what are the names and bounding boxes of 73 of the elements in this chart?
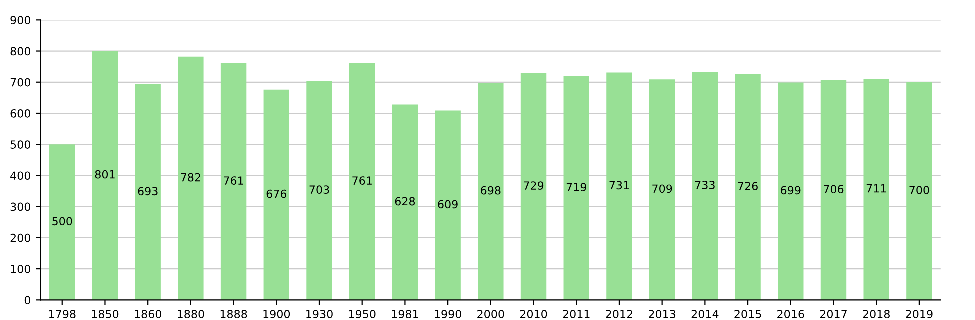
data-label: 676 bbox=[266, 190, 287, 198]
x-tick-label: 2013 bbox=[649, 310, 676, 318]
data-label: 706 bbox=[824, 185, 844, 194]
bar bbox=[92, 50, 118, 300]
y-tick-label: 700 bbox=[10, 78, 30, 87]
data-label: 609 bbox=[438, 200, 458, 209]
data-label: 700 bbox=[910, 186, 930, 194]
y-tick-label: 600 bbox=[10, 109, 30, 118]
data-label: 733 bbox=[695, 180, 715, 190]
bar bbox=[220, 63, 247, 300]
bar bbox=[349, 63, 376, 300]
bar bbox=[649, 80, 676, 300]
x-tick-label: 2011 bbox=[563, 310, 590, 318]
y-tick-label: 0 bbox=[24, 296, 30, 305]
data-label: 699 bbox=[781, 186, 801, 195]
x-tick-label: 1981 bbox=[392, 310, 418, 318]
data-label: 782 bbox=[181, 173, 200, 182]
x-tick-label: 1888 bbox=[220, 310, 248, 318]
x-tick-label: 2000 bbox=[478, 310, 504, 318]
bar bbox=[606, 72, 632, 300]
bar bbox=[692, 72, 718, 300]
data-label: 801 bbox=[95, 170, 115, 179]
data-label: 719 bbox=[566, 183, 586, 192]
data-label: 628 bbox=[395, 197, 416, 206]
x-tick-label: 2014 bbox=[692, 310, 719, 318]
bar bbox=[178, 56, 204, 300]
data-label: 761 bbox=[352, 176, 372, 186]
y-tick-label: 200 bbox=[10, 234, 30, 242]
bar bbox=[520, 73, 547, 300]
bar bbox=[820, 80, 847, 300]
x-tick-label: 1950 bbox=[349, 310, 376, 318]
x-tick-label: 2018 bbox=[863, 310, 890, 318]
x-tick-label: 2016 bbox=[778, 310, 804, 318]
data-label: 698 bbox=[481, 186, 501, 195]
data-label: 703 bbox=[310, 186, 330, 194]
data-label: 729 bbox=[524, 182, 544, 190]
x-tick-label: 1930 bbox=[306, 310, 333, 318]
bar bbox=[135, 84, 161, 300]
data-label: 500 bbox=[52, 217, 72, 226]
data-label: 761 bbox=[224, 176, 244, 186]
data-label: 693 bbox=[138, 187, 158, 196]
y-tick-label: 100 bbox=[11, 265, 30, 274]
data-label: 726 bbox=[738, 182, 758, 190]
bar bbox=[50, 144, 76, 300]
x-tick-label: 1850 bbox=[92, 310, 119, 318]
x-tick-label: 2015 bbox=[734, 310, 762, 318]
bar bbox=[478, 83, 504, 300]
bar bbox=[906, 82, 932, 300]
x-tick-label: 2012 bbox=[606, 310, 632, 318]
bar bbox=[306, 81, 332, 300]
x-tick-label: 2017 bbox=[820, 310, 847, 318]
x-tick-label: 1900 bbox=[264, 310, 290, 318]
bar bbox=[392, 104, 418, 300]
bar bbox=[864, 78, 890, 300]
data-label: 731 bbox=[610, 181, 630, 190]
y-tick-label: 300 bbox=[10, 202, 30, 212]
y-tick-label: 400 bbox=[10, 172, 30, 180]
x-tick-label: 2019 bbox=[906, 310, 933, 318]
bar bbox=[564, 76, 590, 300]
x-tick-label: 1798 bbox=[49, 310, 76, 318]
bar bbox=[778, 82, 804, 300]
data-label: 711 bbox=[866, 184, 886, 193]
x-tick-label: 2010 bbox=[520, 310, 548, 318]
x-tick-label: 1990 bbox=[435, 310, 462, 318]
x-tick-label: 1860 bbox=[135, 310, 162, 318]
y-tick-label: 500 bbox=[10, 140, 30, 149]
bar bbox=[264, 90, 290, 300]
y-tick-label: 800 bbox=[10, 47, 30, 56]
y-tick-label: 900 bbox=[10, 16, 30, 25]
data-label: 709 bbox=[652, 184, 672, 194]
bar bbox=[735, 74, 761, 300]
bar bbox=[435, 110, 461, 300]
x-tick-label: 1880 bbox=[178, 310, 204, 318]
